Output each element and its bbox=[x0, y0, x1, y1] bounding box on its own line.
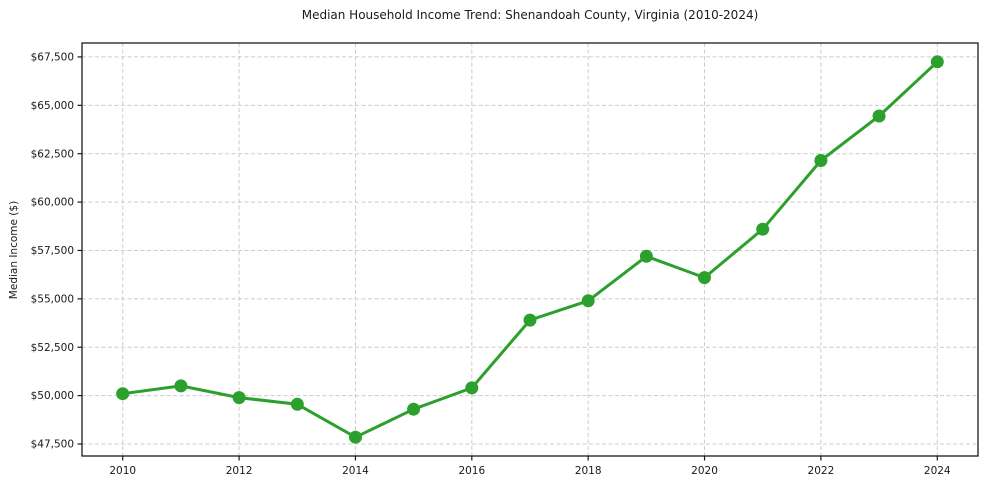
data-point-marker bbox=[814, 154, 828, 167]
y-tick-label: $52,500 bbox=[31, 342, 74, 354]
x-tick-label: 2014 bbox=[342, 465, 369, 477]
data-point-marker bbox=[698, 271, 711, 285]
y-tick-label: $47,500 bbox=[31, 439, 74, 451]
x-tick-label: 2016 bbox=[458, 465, 485, 477]
data-point-marker bbox=[232, 391, 246, 405]
y-tick-label: $55,000 bbox=[31, 293, 74, 305]
x-tick-label: 2022 bbox=[808, 465, 835, 477]
income-trend-line bbox=[121, 60, 939, 439]
y-tick-label: $65,000 bbox=[31, 100, 74, 112]
data-point-marker bbox=[639, 249, 653, 263]
data-point-marker bbox=[349, 430, 362, 444]
data-point-marker bbox=[174, 379, 188, 393]
data-point-marker bbox=[407, 402, 421, 416]
data-point-marker bbox=[756, 222, 770, 236]
data-point-marker bbox=[930, 55, 944, 69]
data-point-marker bbox=[872, 109, 886, 123]
x-tick-label: 2020 bbox=[691, 465, 718, 477]
data-point-marker bbox=[116, 387, 130, 401]
chart-title: Median Household Income Trend: Shenandoa… bbox=[301, 8, 759, 22]
data-point-marker bbox=[523, 313, 537, 327]
y-tick-label: $62,500 bbox=[31, 148, 74, 160]
axes-box bbox=[81, 42, 979, 457]
x-tick-label: 2024 bbox=[924, 465, 951, 477]
y-tick-label: $50,000 bbox=[31, 390, 74, 402]
x-tick-label: 2010 bbox=[109, 465, 136, 477]
y-tick-label: $60,000 bbox=[31, 197, 74, 209]
x-tick-label: 2018 bbox=[575, 465, 602, 477]
y-tick-label: $57,500 bbox=[31, 245, 74, 257]
data-point-marker bbox=[290, 397, 304, 411]
x-tick-label: 2012 bbox=[226, 465, 253, 477]
data-point-marker bbox=[581, 294, 595, 308]
data-point-marker bbox=[465, 381, 479, 395]
y-tick-label: $67,500 bbox=[31, 52, 74, 64]
